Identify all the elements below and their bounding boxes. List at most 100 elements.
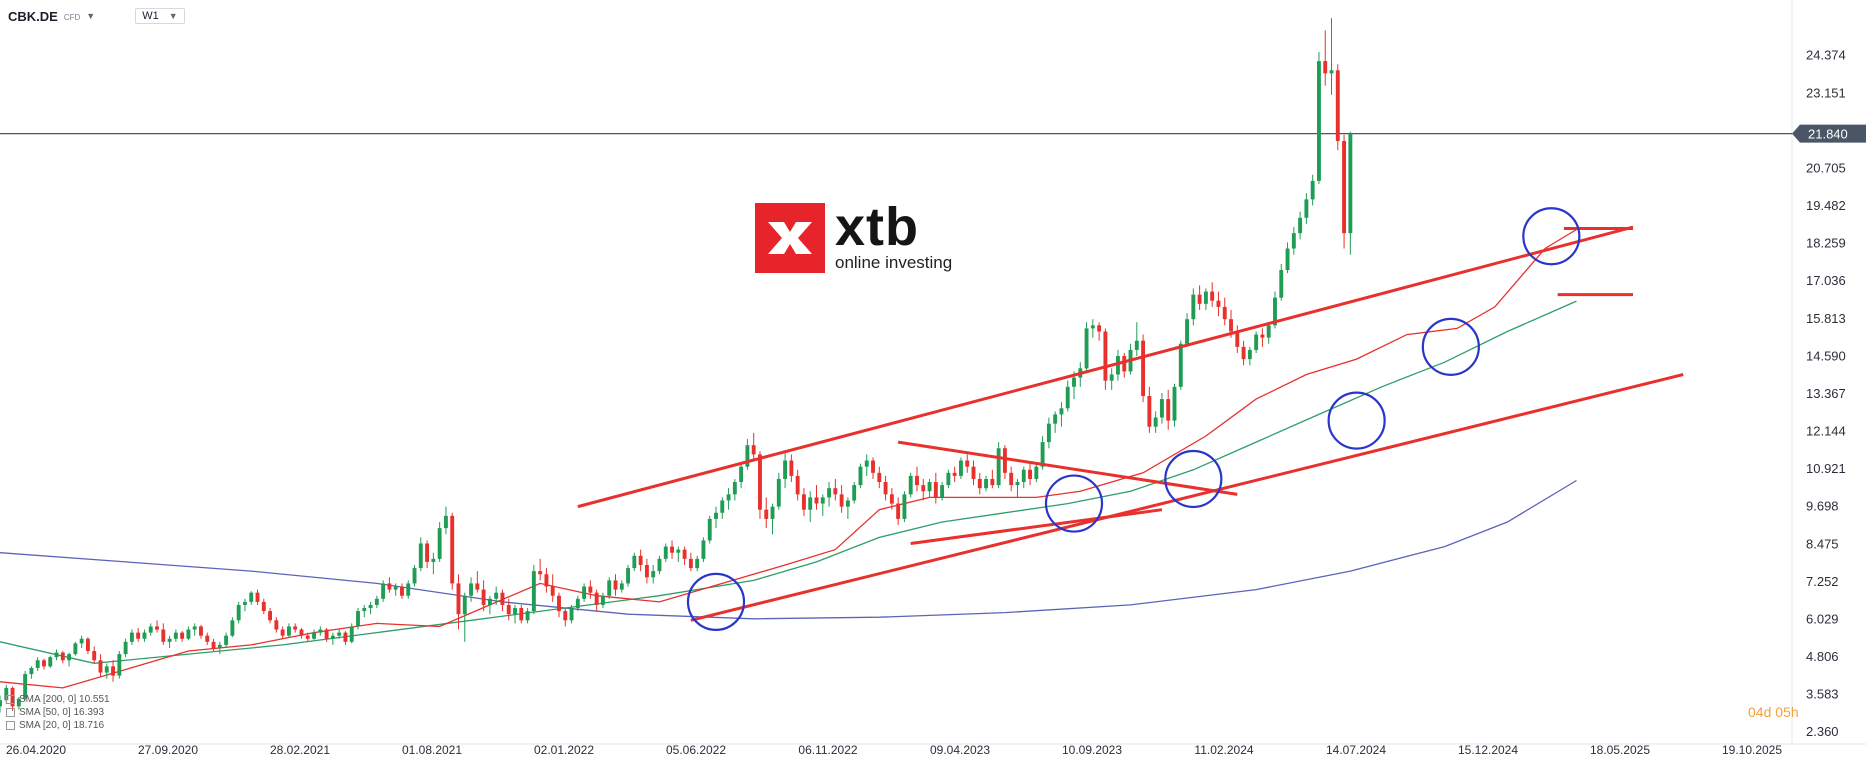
candle-body bbox=[1229, 319, 1233, 332]
candle-body bbox=[538, 571, 543, 575]
candle-body bbox=[1116, 356, 1120, 375]
symbol-dropdown-icon[interactable]: ▼ bbox=[86, 11, 96, 21]
candle-body bbox=[412, 568, 417, 584]
x-tick-label: 11.02.2024 bbox=[1194, 743, 1253, 757]
y-tick-label: 12.144 bbox=[1806, 424, 1846, 439]
candle-body bbox=[676, 549, 681, 553]
candle-body bbox=[337, 632, 342, 636]
candle-body bbox=[601, 595, 605, 605]
candle-body bbox=[443, 515, 448, 529]
legend-row-sma200[interactable]: SMA [200, 0] 10.551 bbox=[6, 693, 110, 706]
candle-body bbox=[85, 638, 90, 652]
y-tick-label: 6.029 bbox=[1806, 611, 1839, 626]
x-tick-label: 05.06.2022 bbox=[666, 743, 726, 757]
candle-body bbox=[1216, 300, 1221, 307]
candle-body bbox=[883, 482, 888, 495]
candle-body bbox=[1342, 140, 1347, 234]
symbol-name[interactable]: CBK.DE bbox=[8, 8, 58, 24]
y-tick-label: 7.252 bbox=[1806, 574, 1839, 589]
candle-body bbox=[450, 515, 455, 584]
candle-body bbox=[60, 652, 65, 661]
current-price-badge bbox=[1792, 124, 1866, 143]
candle-body bbox=[670, 546, 674, 553]
candle-body bbox=[500, 592, 505, 605]
candle-body bbox=[35, 660, 40, 668]
candle-body bbox=[54, 652, 59, 658]
highlight-circle bbox=[1044, 474, 1104, 533]
checkbox-icon[interactable] bbox=[6, 695, 15, 704]
candle-body bbox=[117, 654, 122, 676]
candle-body bbox=[770, 506, 775, 519]
candle-body bbox=[933, 482, 938, 498]
highlight-circle bbox=[1522, 207, 1581, 266]
candle-body bbox=[406, 583, 411, 596]
candle-body bbox=[952, 472, 957, 476]
candle-body bbox=[318, 629, 323, 633]
candle-body bbox=[249, 592, 254, 602]
checkbox-icon[interactable] bbox=[6, 708, 15, 717]
candle-body bbox=[73, 643, 78, 655]
candle-body bbox=[343, 632, 348, 642]
candle-body bbox=[588, 586, 593, 593]
x-tick-label: 15.12.2024 bbox=[1458, 743, 1518, 757]
candle-body bbox=[487, 598, 492, 605]
candle-body bbox=[1191, 294, 1196, 320]
candle-body bbox=[946, 472, 951, 486]
candle-body bbox=[1153, 417, 1158, 427]
candle-body bbox=[368, 604, 373, 609]
candle-body bbox=[663, 546, 668, 559]
candle-body bbox=[1247, 349, 1252, 360]
candle-body bbox=[1197, 294, 1202, 304]
candle-body bbox=[387, 583, 392, 590]
x-tick-label: 09.04.2023 bbox=[930, 743, 990, 757]
candle-body bbox=[1147, 396, 1152, 427]
legend-row-sma20[interactable]: SMA [20, 0] 18.716 bbox=[6, 719, 110, 732]
candle-body bbox=[98, 660, 103, 673]
checkbox-icon[interactable] bbox=[6, 721, 15, 730]
candle-body bbox=[437, 528, 442, 559]
candle-body bbox=[142, 632, 147, 639]
candle-body bbox=[839, 494, 844, 507]
candle-body bbox=[789, 460, 794, 476]
candle-body bbox=[1002, 448, 1007, 473]
candle-body bbox=[908, 475, 913, 495]
legend-label-sma20: SMA [20, 0] 18.716 bbox=[19, 720, 105, 731]
candle-body bbox=[971, 466, 976, 479]
trend-line bbox=[910, 508, 1163, 545]
candle-body bbox=[293, 626, 298, 630]
candle-body bbox=[475, 583, 480, 590]
candle-body bbox=[519, 608, 524, 621]
candle-body bbox=[23, 674, 28, 699]
candle-body bbox=[940, 485, 945, 498]
candle-body bbox=[418, 543, 423, 569]
candle-body bbox=[852, 485, 857, 501]
highlight-circle bbox=[1421, 317, 1480, 376]
sma-200-line bbox=[0, 479, 1577, 620]
candle-body bbox=[1040, 442, 1045, 467]
candle-body bbox=[362, 608, 367, 612]
candle-body bbox=[707, 518, 712, 541]
candle-body bbox=[1109, 374, 1114, 381]
candle-body bbox=[632, 555, 637, 569]
y-tick-label: 18.259 bbox=[1806, 236, 1846, 251]
y-tick-label: 13.367 bbox=[1806, 386, 1846, 401]
candle-body bbox=[104, 666, 109, 673]
candle-body bbox=[1141, 340, 1146, 397]
candle-body bbox=[1235, 331, 1240, 347]
candle-body bbox=[996, 448, 1001, 486]
candle-body bbox=[751, 445, 756, 455]
candle-body bbox=[720, 500, 725, 513]
candle-body bbox=[494, 592, 499, 599]
legend-row-sma50[interactable]: SMA [50, 0] 16.393 bbox=[6, 706, 110, 719]
candle-body bbox=[469, 583, 473, 596]
candle-body bbox=[776, 478, 781, 507]
candle-body bbox=[695, 558, 700, 569]
candle-body bbox=[582, 586, 587, 599]
interval-selector[interactable]: W1 ▼ bbox=[135, 8, 185, 24]
candle-body bbox=[67, 654, 72, 661]
candle-body bbox=[651, 571, 656, 578]
x-tick-label: 02.01.2022 bbox=[534, 743, 594, 757]
candle-body bbox=[205, 635, 210, 642]
